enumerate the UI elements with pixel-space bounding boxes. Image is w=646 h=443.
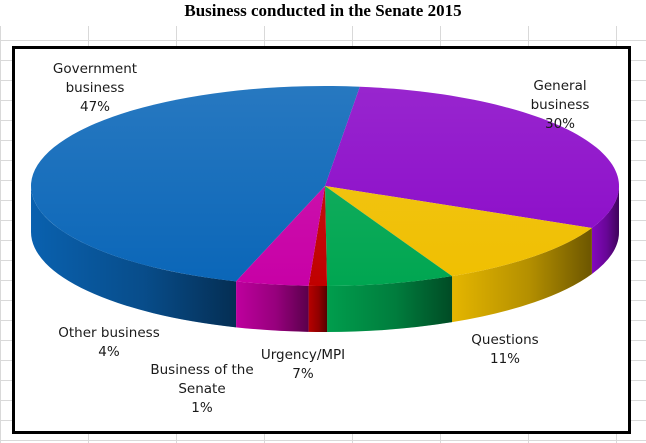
pie-side-shade-general-business [591, 186, 619, 274]
pie-side-shade-other-business [236, 281, 309, 332]
label-questions: Questions 11% [471, 332, 539, 367]
label-business-of-the-senate: Business of the Senate 1% [150, 362, 254, 416]
pie-side-shade-urgency-mpi [327, 276, 453, 332]
pie-side-shade-questions [452, 227, 592, 323]
label-other-business: Other business 4% [58, 325, 160, 360]
chart-title: Business conducted in the Senate 2015 [0, 0, 646, 26]
label-government-business: Government business 47% [52, 61, 138, 115]
pie-top-highlight [31, 86, 619, 286]
pie-side-shade-business-of-the-senate [308, 285, 328, 332]
label-general-business: General business 30% [530, 78, 590, 132]
pie-side-shade-government-business [31, 186, 237, 328]
label-urgency-mpi: Urgency/MPI 7% [260, 347, 346, 382]
